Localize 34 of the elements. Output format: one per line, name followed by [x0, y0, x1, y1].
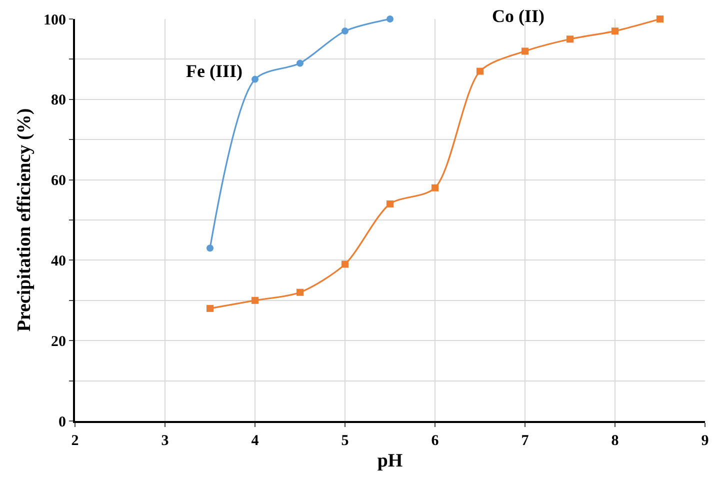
y-tick-label: 100 [44, 12, 66, 28]
y-tick-label: 40 [51, 253, 66, 270]
point [296, 288, 304, 296]
point [342, 28, 348, 35]
x-tick-label: 6 [431, 433, 440, 449]
y-tick-label: 60 [51, 173, 66, 190]
series-label: Co (II) [492, 6, 545, 26]
y-tick-label: 0 [58, 414, 66, 430]
point [522, 48, 528, 55]
point [612, 28, 618, 35]
x-tick-label: 7 [521, 433, 530, 449]
point [386, 200, 394, 208]
point [296, 60, 304, 67]
point [566, 36, 574, 43]
x-tick-label: 5 [341, 433, 349, 449]
x-tick-label: 4 [251, 433, 260, 449]
point [252, 296, 258, 304]
point [656, 16, 664, 22]
point [206, 304, 214, 312]
y-tick-label: 80 [51, 92, 66, 109]
x-axis-title: pH [377, 450, 403, 472]
point [386, 16, 394, 22]
point [342, 260, 348, 268]
point [206, 244, 214, 252]
point [432, 184, 438, 192]
series-label: Fe (III) [186, 61, 242, 81]
x-tick-label: 3 [161, 433, 169, 449]
y-axis-title: Precipitation efficiency (%) [14, 108, 35, 332]
y-tick-label: 20 [51, 334, 66, 350]
point [476, 68, 484, 75]
x-tick-label: 9 [701, 433, 709, 449]
x-tick-label: 2 [71, 433, 79, 449]
point [252, 76, 258, 83]
x-tick-label: 8 [611, 433, 619, 449]
